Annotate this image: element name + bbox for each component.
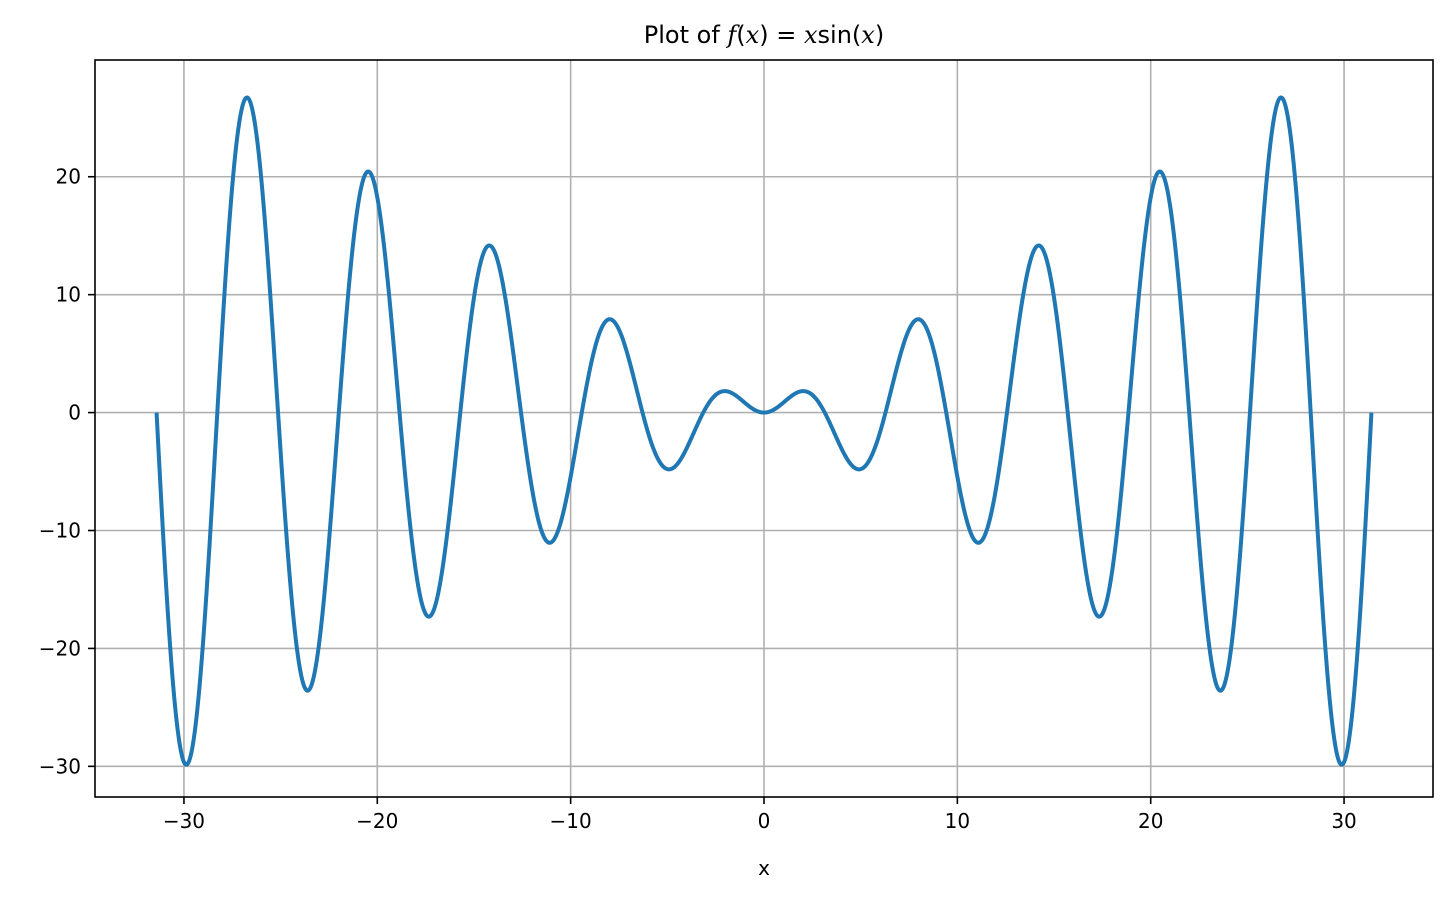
x-tick-label: 20 [1138, 809, 1163, 833]
chart-title: Plot of f(x) = xsin(x) [644, 21, 884, 49]
y-tick-label: 0 [68, 401, 81, 425]
y-tick-label: −10 [39, 519, 81, 543]
axis-ticks: −30 −20 −10 0 10 20 30 −30 −20 −10 0 10 20 [39, 165, 1357, 833]
x-tick-label: 10 [945, 809, 970, 833]
grid-lines [95, 60, 1433, 797]
x-tick-label: −30 [163, 809, 205, 833]
x-tick-label: 30 [1331, 809, 1356, 833]
y-tick-label: 10 [56, 283, 81, 307]
x-tick-label: 0 [758, 809, 771, 833]
y-tick-label: −20 [39, 636, 81, 660]
x-tick-label: −10 [550, 809, 592, 833]
series-line-x-sin-x [154, 95, 1374, 767]
y-tick-label: 20 [56, 165, 81, 189]
y-tick-label: −30 [39, 754, 81, 778]
x-tick-label: −20 [356, 809, 398, 833]
x-axis-label: x [758, 856, 770, 880]
plot-series [154, 95, 1374, 767]
